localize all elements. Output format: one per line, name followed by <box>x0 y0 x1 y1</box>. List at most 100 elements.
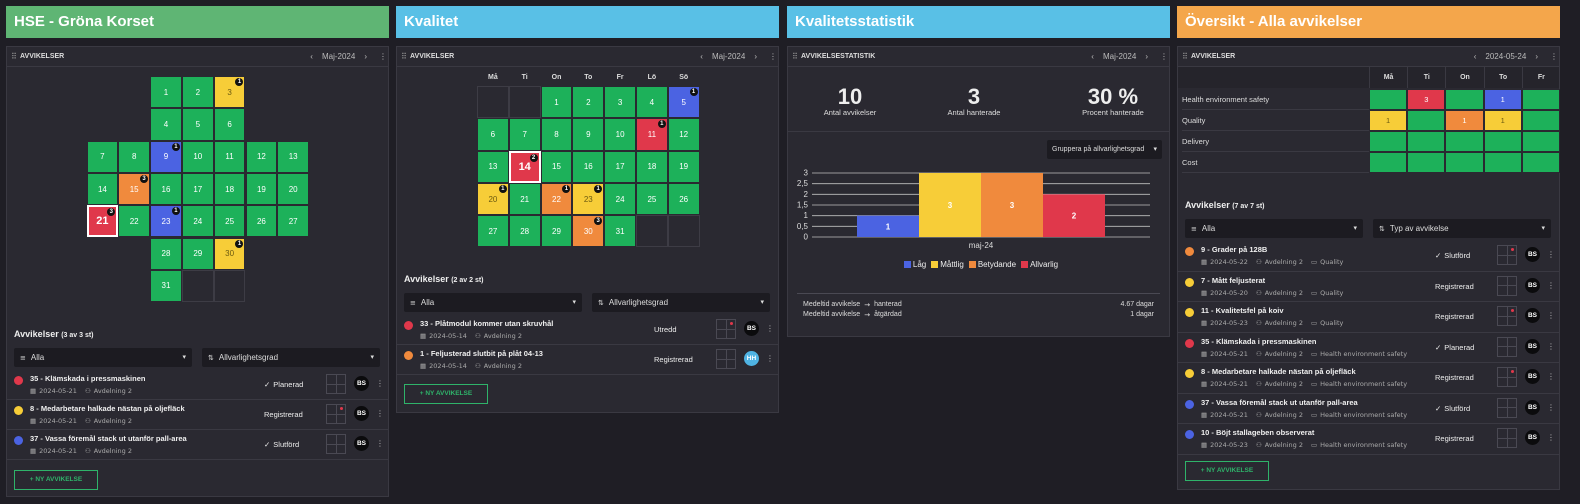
flag-dot <box>1511 248 1514 251</box>
avatar[interactable]: BS <box>354 436 369 451</box>
day-cell[interactable]: 22 <box>118 205 151 238</box>
avatar[interactable]: HH <box>744 351 759 366</box>
day-cell[interactable]: 19 <box>667 150 700 183</box>
day-cell[interactable]: 24 <box>604 182 636 216</box>
avatar[interactable]: BS <box>354 406 369 421</box>
day-cell[interactable]: 16 <box>150 172 182 206</box>
day-cell[interactable]: 22 1 <box>540 182 573 216</box>
day-cell[interactable]: 20 <box>277 172 310 206</box>
item-title: 33 - Plåtmodul kommer utan skruvhål <box>420 319 554 328</box>
day-cell[interactable]: 27 <box>477 215 509 248</box>
filter[interactable]: ≡ Alla ▾ <box>14 348 192 367</box>
day-cell[interactable]: 31 <box>604 215 636 248</box>
day-cell[interactable]: 13 <box>277 140 310 173</box>
kebab: ⋮ <box>1547 250 1555 259</box>
filter[interactable]: ≡ Alla ▾ <box>404 293 582 312</box>
day-cell[interactable]: 20 1 <box>477 182 509 216</box>
day-cell[interactable]: 6 <box>477 118 509 151</box>
empty-cell <box>477 86 509 119</box>
avatar[interactable]: BS <box>1525 308 1540 323</box>
day-cell[interactable]: 2 <box>572 86 605 119</box>
day-cell[interactable]: 17 <box>181 172 214 206</box>
day-number: 23 <box>583 194 593 204</box>
filter[interactable]: ≡ Alla ▾ <box>1185 219 1363 238</box>
day-cell[interactable]: 10 <box>181 140 214 173</box>
day-cell[interactable]: 12 <box>667 118 700 151</box>
day-cell[interactable]: 30 1 <box>213 237 246 270</box>
date: 2024-05-22 <box>1210 258 1248 266</box>
day-cell[interactable]: 10 <box>604 118 636 151</box>
day-cell[interactable]: 5 <box>181 108 214 141</box>
day-cell[interactable]: 21 3 <box>86 205 119 238</box>
day-cell[interactable]: 11 <box>213 140 246 173</box>
day-cell[interactable]: 18 <box>213 172 246 206</box>
icon: ▭ <box>1310 258 1318 266</box>
day-cell[interactable]: 28 <box>150 237 182 270</box>
item-title: 11 - Kvalitetsfel på koiv <box>1201 306 1284 315</box>
matrix-cell: 1 <box>1483 89 1522 110</box>
avatar[interactable]: BS <box>1525 338 1540 354</box>
avatar[interactable]: BS <box>1525 277 1540 293</box>
day-cell[interactable]: 14 <box>86 172 119 206</box>
filter-value: Alla <box>30 353 45 362</box>
day-cell[interactable]: 29 <box>540 215 573 248</box>
avatar[interactable]: BS <box>1525 399 1540 415</box>
day-cell[interactable]: 30 3 <box>572 215 605 248</box>
avatar[interactable]: BS <box>1525 430 1540 445</box>
day-number: 19 <box>679 162 689 172</box>
new-button[interactable]: + NY AVVIKELSE <box>1185 461 1269 481</box>
day-cell[interactable]: 25 <box>213 205 246 238</box>
day-cell[interactable]: 17 <box>604 150 636 183</box>
day-cell[interactable]: 28 <box>508 215 541 248</box>
day-cell[interactable]: 4 <box>636 86 668 119</box>
day-cell[interactable]: 25 <box>636 182 668 216</box>
status-text: Registrerad <box>1435 434 1474 443</box>
day-cell[interactable]: 1 <box>150 76 182 109</box>
day-cell[interactable]: 7 <box>86 140 119 173</box>
day-cell[interactable]: 2 <box>181 76 214 109</box>
matrix-col: On <box>1445 67 1483 88</box>
day-cell[interactable]: 3 <box>604 86 636 119</box>
day-cell[interactable]: 24 <box>181 205 214 238</box>
avatar[interactable]: BS <box>1525 369 1540 384</box>
day-cell[interactable]: 12 <box>245 140 278 173</box>
day-cell[interactable]: 4 <box>150 108 182 141</box>
status: Registrerad <box>264 410 303 419</box>
day-cell[interactable]: 18 <box>636 150 668 183</box>
filter[interactable]: ⇅ Typ av avvikelse ▾ <box>1373 219 1551 238</box>
severity-dot <box>14 436 23 445</box>
new-button[interactable]: + NY AVVIKELSE <box>14 470 98 490</box>
avatar[interactable]: BS <box>354 376 369 391</box>
day-cell[interactable]: 8 <box>118 140 151 173</box>
new-button[interactable]: + NY AVVIKELSE <box>404 384 488 404</box>
day-cell[interactable]: 1 <box>540 86 573 119</box>
filter[interactable]: ⇅ Allvarlighetsgrad ▾ <box>202 348 380 367</box>
day-cell[interactable]: 27 <box>277 205 310 238</box>
badge: 3 <box>107 208 116 217</box>
day-cell[interactable]: 6 <box>213 108 246 141</box>
day-cell[interactable]: 26 <box>667 182 700 216</box>
group-select[interactable]: Gruppera på allvarlighetsgrad ▾ <box>1047 140 1162 159</box>
day-cell[interactable]: 16 <box>572 150 605 183</box>
day-cell[interactable]: 13 <box>477 150 509 183</box>
day-cell[interactable]: 14 2 <box>508 150 541 183</box>
day-cell[interactable]: 9 <box>572 118 605 151</box>
filter[interactable]: ⇅ Allvarlighetsgrad ▾ <box>592 293 770 312</box>
day-cell[interactable]: 7 <box>508 118 541 151</box>
day-cell[interactable]: 15 3 <box>118 172 151 206</box>
day-cell[interactable]: 15 <box>540 150 573 183</box>
day-cell[interactable]: 8 <box>540 118 573 151</box>
avatar[interactable]: BS <box>744 321 759 336</box>
day-cell[interactable]: 19 <box>245 172 278 206</box>
avatar[interactable]: BS <box>1525 247 1540 262</box>
day-cell[interactable]: 23 1 <box>150 205 182 238</box>
day-cell[interactable]: 21 <box>508 182 541 216</box>
day-cell[interactable]: 31 <box>150 269 182 303</box>
day-cell[interactable]: 26 <box>245 205 278 238</box>
day-cell[interactable]: 11 1 <box>636 118 668 151</box>
day-cell[interactable]: 29 <box>181 237 214 270</box>
day-cell[interactable]: 23 1 <box>572 182 605 216</box>
